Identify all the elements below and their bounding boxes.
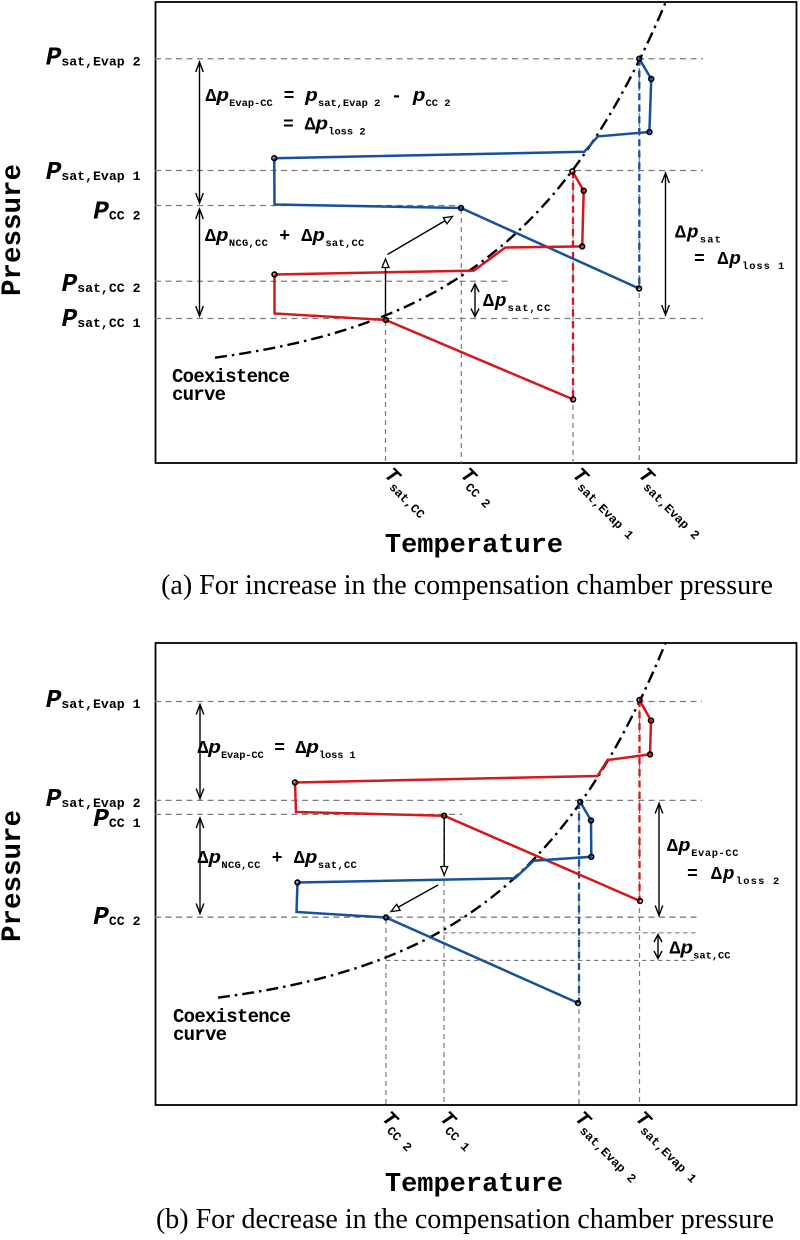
svg-text:= Δploss 2: = Δploss 2 [283,116,366,139]
svg-text:Δpsat: Δpsat [675,224,722,247]
svg-text:ΔpEvap-CC: ΔpEvap-CC [667,837,739,860]
svg-text:Psat,Evap 1: Psat,Evap 1 [46,685,141,715]
svg-text:PCC 1: PCC 1 [93,804,140,834]
svg-text:PCC 2: PCC 2 [93,902,140,932]
svg-text:Psat,CC 2: Psat,CC 2 [62,269,141,299]
svg-text:Pressure: Pressure [0,164,29,296]
svg-text:curve: curve [172,384,226,406]
svg-text:(a) For increase in the compen: (a) For increase in the compensation cha… [161,570,773,601]
svg-text:Temperature: Temperature [385,531,563,561]
svg-text:Δpsat,CC: Δpsat,CC [483,292,551,315]
svg-text:Coexistence: Coexistence [173,1006,291,1028]
svg-text:curve: curve [173,1024,227,1046]
svg-text:ΔpEvap-CC = psat,Evap 2 - pCC: ΔpEvap-CC = psat,Evap 2 - pCC 2 [206,87,451,110]
svg-text:Psat,Evap 1: Psat,Evap 1 [46,157,141,187]
svg-text:Pressure: Pressure [0,810,29,942]
svg-text:PCC 2: PCC 2 [93,197,140,227]
svg-text:ΔpNCG,CC + Δpsat,CC: ΔpNCG,CC + Δpsat,CC [198,849,358,872]
svg-text:Psat,CC 1: Psat,CC 1 [62,304,141,334]
svg-text:(b) For decrease in the compen: (b) For decrease in the compensation cha… [156,1204,774,1235]
svg-text:Psat,Evap 2: Psat,Evap 2 [46,784,141,814]
svg-text:= Δploss 2: = Δploss 2 [687,865,780,888]
svg-text:Psat,Evap 2: Psat,Evap 2 [46,43,141,73]
svg-text:ΔpEvap-CC = Δploss 1: ΔpEvap-CC = Δploss 1 [198,739,356,762]
svg-text:Coexistence: Coexistence [172,366,290,388]
svg-text:Δpsat,CC: Δpsat,CC [670,940,731,963]
svg-text:= Δploss 1: = Δploss 1 [694,250,785,273]
svg-text:Temperature: Temperature [385,1170,563,1200]
svg-text:ΔpNCG,CC + Δpsat,CC: ΔpNCG,CC + Δpsat,CC [205,227,365,250]
